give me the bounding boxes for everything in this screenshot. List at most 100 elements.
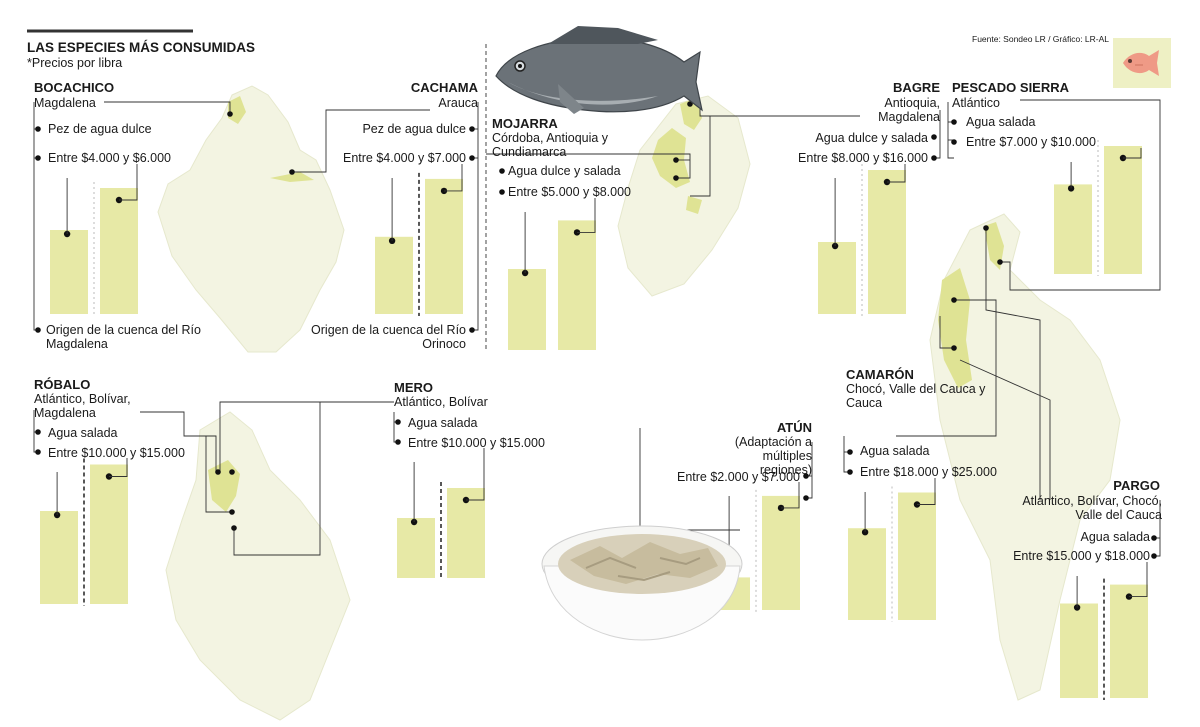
mero-price: Entre $10.000 y $15.000 xyxy=(408,436,545,450)
pargo-regions: Atlántico, Bolívar, Chocó, Valle del Cau… xyxy=(1022,494,1162,522)
bullet-dot xyxy=(931,134,937,140)
bocachico-regions: Magdalena xyxy=(34,96,96,110)
bullet-dot xyxy=(35,327,41,333)
cachama-water: Pez de agua dulce xyxy=(362,122,466,136)
cachama-regions: Arauca xyxy=(438,96,478,110)
bullet-dot xyxy=(395,439,401,445)
map-cachama-region xyxy=(270,172,314,182)
bullet-dot xyxy=(231,525,237,531)
bullet-dot xyxy=(673,175,679,181)
bullet-dot xyxy=(803,473,809,479)
fish-icon xyxy=(1123,50,1159,76)
bagre-bars xyxy=(818,164,906,316)
bullet-dot xyxy=(803,495,809,501)
pargo-bar-max xyxy=(1110,584,1148,698)
pargo-bars xyxy=(1060,562,1148,700)
robalo-bar-max xyxy=(90,464,128,604)
robalo-price-line-max xyxy=(109,458,128,477)
bullet-dot xyxy=(687,101,693,107)
cachama-price-line-max xyxy=(444,164,463,192)
pargo-price: Entre $15.000 y $18.000 xyxy=(1013,549,1150,563)
fish-pectoral-fin xyxy=(558,84,584,114)
bullet-dot xyxy=(673,157,679,163)
bagre-water: Agua dulce y salada xyxy=(815,131,928,145)
tuna-bowl-illustration xyxy=(541,525,743,641)
bullet-dot xyxy=(1151,553,1157,559)
robalo-bars xyxy=(40,458,128,606)
pargo-bar-min xyxy=(1060,603,1098,698)
bullet-dot xyxy=(847,469,853,475)
bagre-regions: Antioquia, Magdalena xyxy=(878,96,940,124)
bullet-dot xyxy=(931,155,937,161)
fish-thumbnail xyxy=(1113,38,1171,88)
bocachico-price: Entre $4.000 y $6.000 xyxy=(48,151,172,165)
mojarra-price: Entre $5.000 y $8.000 xyxy=(508,185,632,199)
page-title: LAS ESPECIES MÁS CONSUMIDAS xyxy=(27,40,256,55)
fish-body xyxy=(495,37,703,113)
bullet-dot xyxy=(499,189,505,195)
pargo-title: PARGO xyxy=(1113,478,1160,493)
robalo-bar-min xyxy=(40,511,78,604)
camaron-bar-max xyxy=(898,492,936,620)
robalo-water: Agua salada xyxy=(48,426,118,440)
sierra-title: PESCADO SIERRA xyxy=(952,80,1070,95)
map-colombia-center xyxy=(617,95,751,297)
atun-price-line-max xyxy=(781,482,800,509)
map-colombia-right xyxy=(929,213,1121,701)
atun-title: ATÚN xyxy=(776,420,812,435)
bagre-price: Entre $8.000 y $16.000 xyxy=(798,151,928,165)
bocachico-price-line-max xyxy=(119,164,138,201)
sierra-regions: Atlántico xyxy=(952,96,1000,110)
bullet-dot xyxy=(1151,535,1157,541)
bullet-dot xyxy=(499,168,505,174)
bagre-bar-min xyxy=(818,242,856,314)
mojarra-bar-max xyxy=(558,220,596,350)
mero-water: Agua salada xyxy=(408,416,478,430)
pargo-price-line-max xyxy=(1129,562,1148,598)
bagre-bar-max xyxy=(868,170,906,314)
mero-price-line-max xyxy=(466,448,485,501)
cachama-bar-min xyxy=(375,236,413,314)
mojarra-bar-min xyxy=(508,269,546,350)
bullet-dot xyxy=(227,111,233,117)
bullet-dot xyxy=(35,126,41,132)
mero-title: MERO xyxy=(394,380,433,395)
mojarra-title: MOJARRA xyxy=(492,116,558,131)
bocachico-water: Pez de agua dulce xyxy=(48,122,152,136)
map-mojarra-region xyxy=(652,128,690,188)
sierra-bar-max xyxy=(1104,146,1142,274)
source-note: Fuente: Sondeo LR / Gráfico: LR-AL xyxy=(972,34,1110,44)
bocachico-origin: Origen de la cuenca del Río Magdalena xyxy=(46,323,201,351)
sierra-bars xyxy=(1054,140,1142,276)
bullet-dot xyxy=(847,449,853,455)
map-colombia-top-left xyxy=(157,85,345,353)
bullet-dot xyxy=(469,155,475,161)
bocachico-bar-max xyxy=(100,188,138,314)
camaron-regions: Chocó, Valle del Cauca y Cauca xyxy=(846,382,986,410)
map-bocachico-region xyxy=(228,96,246,124)
cachama-price: Entre $4.000 y $7.000 xyxy=(342,151,466,165)
bocachico-bar-min xyxy=(50,230,88,314)
mojarra-water: Agua dulce y salada xyxy=(508,164,621,178)
bullet-dot xyxy=(951,119,957,125)
camaron-bars xyxy=(848,478,936,622)
mero-bars xyxy=(397,448,485,580)
bocachico-title: BOCACHICO xyxy=(34,80,115,95)
bullet-dot xyxy=(289,169,295,175)
bullet-dot xyxy=(215,469,221,475)
bagre-price-line-max xyxy=(887,164,906,183)
atun-bar-max xyxy=(762,495,800,610)
bullet-dot xyxy=(951,139,957,145)
bullet-dot xyxy=(951,297,957,303)
camaron-bar-min xyxy=(848,528,886,620)
bullet-dot xyxy=(229,509,235,515)
bullet-dot xyxy=(997,259,1003,265)
bullet-dot xyxy=(35,449,41,455)
pargo-water: Agua salada xyxy=(1080,530,1150,544)
robalo-price: Entre $10.000 y $15.000 xyxy=(48,446,185,460)
fish-dorsal-fin xyxy=(548,26,658,44)
map-bagre-region xyxy=(680,98,702,214)
cachama-bar-max xyxy=(425,178,463,314)
bullet-dot xyxy=(395,419,401,425)
bullet-dot xyxy=(35,155,41,161)
